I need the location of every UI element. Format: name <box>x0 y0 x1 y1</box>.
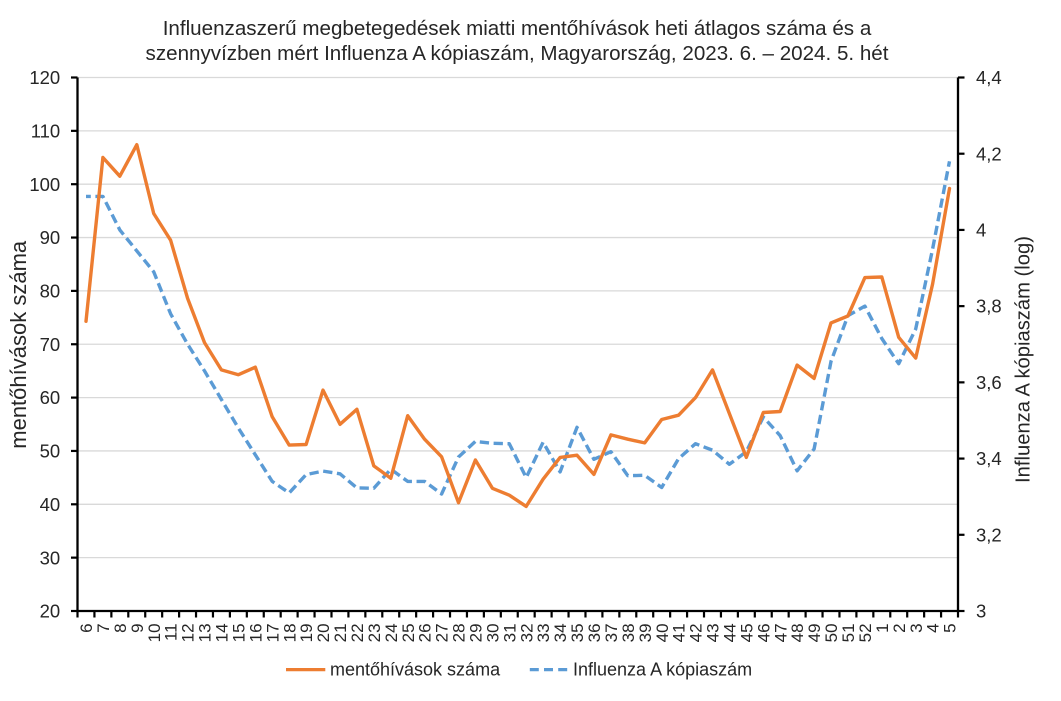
svg-text:13: 13 <box>196 623 215 642</box>
svg-text:20: 20 <box>314 623 333 642</box>
svg-text:mentőhívások száma: mentőhívások száma <box>330 660 501 680</box>
svg-text:Influenza A kópiaszám: Influenza A kópiaszám <box>573 660 752 680</box>
svg-text:25: 25 <box>399 623 418 642</box>
svg-text:3,8: 3,8 <box>976 296 1002 317</box>
svg-text:3: 3 <box>907 623 926 632</box>
svg-text:20: 20 <box>40 601 61 622</box>
svg-text:14: 14 <box>213 623 232 642</box>
svg-text:12: 12 <box>179 623 198 642</box>
svg-text:90: 90 <box>40 227 61 248</box>
svg-text:32: 32 <box>517 623 536 642</box>
svg-text:4: 4 <box>976 220 986 241</box>
svg-text:30: 30 <box>40 547 61 568</box>
svg-text:4,2: 4,2 <box>976 143 1002 164</box>
svg-text:4,4: 4,4 <box>976 67 1002 88</box>
svg-text:37: 37 <box>602 623 621 642</box>
svg-text:23: 23 <box>365 623 384 642</box>
svg-text:49: 49 <box>805 623 824 642</box>
svg-text:2: 2 <box>890 623 909 632</box>
svg-text:40: 40 <box>40 494 61 515</box>
svg-text:51: 51 <box>839 623 858 642</box>
svg-text:43: 43 <box>704 623 723 642</box>
svg-text:41: 41 <box>670 623 689 642</box>
svg-text:22: 22 <box>348 623 367 642</box>
svg-text:46: 46 <box>754 623 773 642</box>
svg-text:39: 39 <box>636 623 655 642</box>
svg-text:28: 28 <box>450 623 469 642</box>
svg-text:44: 44 <box>721 623 740 642</box>
svg-text:33: 33 <box>534 623 553 642</box>
svg-text:110: 110 <box>31 120 61 141</box>
svg-text:34: 34 <box>551 623 570 642</box>
svg-text:Influenzaszerű megbetegedések: Influenzaszerű megbetegedések miatti men… <box>163 17 872 40</box>
svg-text:120: 120 <box>29 67 60 88</box>
svg-text:5: 5 <box>941 623 960 632</box>
svg-text:60: 60 <box>40 387 61 408</box>
svg-text:36: 36 <box>585 623 604 642</box>
svg-text:16: 16 <box>246 623 265 642</box>
svg-text:80: 80 <box>40 281 61 302</box>
svg-text:19: 19 <box>297 623 316 642</box>
svg-text:9: 9 <box>128 623 147 632</box>
svg-text:18: 18 <box>280 623 299 642</box>
svg-text:42: 42 <box>687 623 706 642</box>
svg-text:mentőhívások száma: mentőhívások száma <box>6 240 31 449</box>
svg-text:35: 35 <box>568 623 587 642</box>
svg-text:Influenza A kópiaszám (log): Influenza A kópiaszám (log) <box>1013 236 1035 483</box>
svg-text:100: 100 <box>29 174 60 195</box>
svg-text:50: 50 <box>822 623 841 642</box>
svg-text:11: 11 <box>162 623 181 641</box>
svg-text:3: 3 <box>976 601 986 622</box>
svg-text:6: 6 <box>77 623 96 632</box>
svg-text:45: 45 <box>737 623 756 642</box>
svg-text:29: 29 <box>467 623 486 642</box>
svg-text:3,2: 3,2 <box>976 524 1002 545</box>
svg-text:52: 52 <box>856 623 875 642</box>
svg-text:30: 30 <box>484 623 503 642</box>
svg-text:26: 26 <box>416 623 435 642</box>
svg-text:24: 24 <box>382 623 401 642</box>
svg-text:27: 27 <box>433 623 452 642</box>
svg-text:47: 47 <box>771 623 790 642</box>
svg-text:70: 70 <box>40 334 61 355</box>
svg-text:40: 40 <box>653 623 672 642</box>
svg-text:48: 48 <box>788 623 807 642</box>
svg-text:10: 10 <box>145 623 164 642</box>
svg-text:7: 7 <box>94 623 113 632</box>
svg-text:38: 38 <box>619 623 638 642</box>
svg-text:3,4: 3,4 <box>976 448 1002 469</box>
svg-text:31: 31 <box>500 623 519 642</box>
svg-text:1: 1 <box>873 623 892 632</box>
svg-text:szennyvízben mért Influenza A: szennyvízben mért Influenza A kópiaszám,… <box>146 42 889 65</box>
svg-text:21: 21 <box>331 623 350 642</box>
svg-text:4: 4 <box>924 623 943 632</box>
svg-text:8: 8 <box>111 623 130 632</box>
svg-text:17: 17 <box>263 623 282 642</box>
svg-text:15: 15 <box>230 623 249 642</box>
svg-text:3,6: 3,6 <box>976 372 1002 393</box>
svg-text:50: 50 <box>40 441 61 462</box>
